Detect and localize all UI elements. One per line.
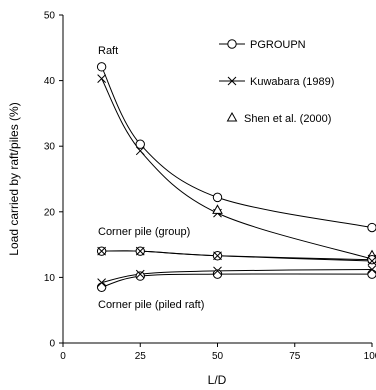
legend-item-pgroupn: PGROUPN — [219, 39, 306, 51]
x-tick-label: 100 — [364, 351, 376, 362]
y-tick-label: 20 — [44, 207, 56, 218]
data-point-circle-raft-pgroupn — [96, 62, 107, 72]
data-point-x-corner-pile-group-kuwabara-1989 — [135, 246, 145, 256]
annotation-corner-pile-piled-raft: Corner pile (piled raft) — [98, 299, 204, 311]
y-axis-label: Load carried by raft/piles (%) — [7, 102, 21, 255]
annotation-corner-pile-group: Corner pile (group) — [98, 226, 190, 238]
series-line-raft-pgroupn — [101, 66, 373, 229]
legend-label-pgroupn: PGROUPN — [250, 39, 306, 51]
data-point-circle-corner-pile-piled-raft-pgroupn — [212, 269, 223, 279]
axis-ticks: 0 25 50 75 100 0 10 20 30 40 50 — [44, 11, 376, 363]
legend-item-shen: Shen et al. (2000) — [226, 111, 331, 125]
data-point-circle-raft-pgroupn — [212, 192, 223, 203]
y-tick-label: 0 — [49, 339, 55, 350]
data-point-x-raft-kuwabara-1989 — [97, 74, 106, 83]
legend-label-kuwabara: Kuwabara (1989) — [250, 76, 334, 88]
data-point-triangle-raft-shen-et-al-2000 — [212, 204, 223, 214]
legend: PGROUPN Kuwabara (1989) Shen et al. (200… — [219, 39, 334, 125]
data-point-x-corner-pile-group-kuwabara-1989 — [367, 256, 376, 266]
y-tick-label: 30 — [44, 142, 56, 153]
series-line-corner-pile-piled-raft-kuwabara-1989 — [101, 269, 373, 284]
data-point-circle-raft-pgroupn — [367, 222, 376, 233]
y-tick-label: 50 — [44, 11, 56, 22]
y-tick-label: 40 — [44, 76, 56, 87]
legend-swatch-x-marker — [227, 76, 237, 86]
data-point-circle-corner-pile-piled-raft-pgroupn — [367, 269, 376, 279]
data-point-x-raft-kuwabara-1989 — [135, 146, 145, 156]
x-tick-label: 50 — [212, 351, 224, 362]
y-tick-label: 10 — [44, 273, 56, 284]
legend-swatch-triangle-marker — [226, 111, 238, 122]
x-axis-label: L/D — [208, 373, 227, 387]
series-line-corner-pile-group-kuwabara-1989 — [101, 250, 373, 262]
series-line-corner-pile-piled-raft-pgroupn — [101, 273, 373, 288]
legend-item-kuwabara: Kuwabara (1989) — [219, 76, 334, 88]
data-point-x-corner-pile-piled-raft-kuwabara-1989 — [367, 265, 376, 274]
data-point-x-corner-pile-group-kuwabara-1989 — [97, 246, 106, 256]
x-tick-label: 75 — [289, 351, 301, 362]
data-point-circle-corner-pile-piled-raft-pgroupn — [96, 282, 107, 292]
data-point-x-corner-pile-group-kuwabara-1989 — [213, 251, 222, 261]
data-point-circle-corner-pile-piled-raft-pgroupn — [135, 271, 145, 281]
series-line-raft-kuwabara-1989 — [101, 78, 373, 260]
x-tick-label: 25 — [135, 351, 147, 362]
legend-swatch-circle-marker — [227, 39, 237, 49]
data-point-circle-corner-pile-group-pgroupn — [367, 254, 376, 265]
data-point-circle-raft-pgroupn — [135, 139, 145, 149]
x-tick-label: 0 — [60, 351, 66, 362]
data-point-x-corner-pile-piled-raft-kuwabara-1989 — [97, 278, 106, 288]
series-markers — [96, 62, 376, 292]
data-point-x-corner-pile-piled-raft-kuwabara-1989 — [213, 266, 222, 276]
data-point-x-corner-pile-piled-raft-kuwabara-1989 — [135, 269, 145, 279]
legend-label-shen: Shen et al. (2000) — [244, 113, 331, 125]
series-lines — [101, 66, 373, 288]
annotation-raft: Raft — [98, 45, 118, 57]
